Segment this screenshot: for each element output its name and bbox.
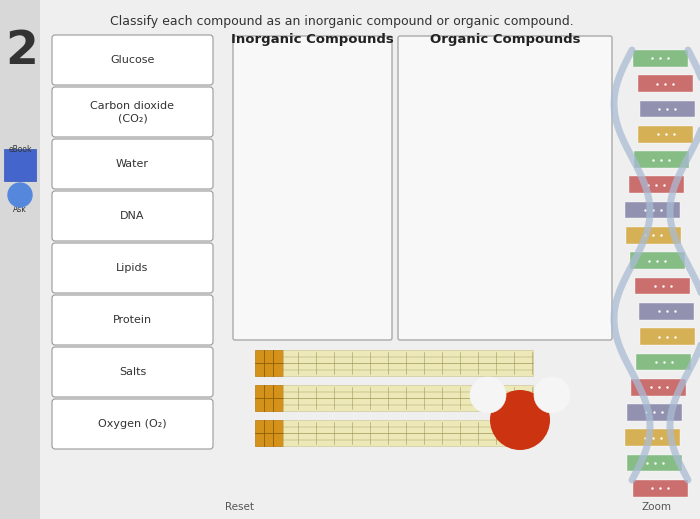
Text: Classify each compound as an inorganic compound or organic compound.: Classify each compound as an inorganic c… — [110, 15, 574, 28]
FancyBboxPatch shape — [40, 0, 700, 519]
FancyBboxPatch shape — [640, 101, 695, 117]
Text: Protein: Protein — [113, 315, 152, 325]
FancyBboxPatch shape — [52, 87, 213, 137]
FancyBboxPatch shape — [52, 399, 213, 449]
Circle shape — [470, 377, 506, 413]
Text: Zoom: Zoom — [642, 502, 672, 512]
FancyBboxPatch shape — [638, 75, 692, 92]
Text: Ask: Ask — [13, 206, 27, 214]
Text: Inorganic Compounds: Inorganic Compounds — [231, 33, 394, 46]
FancyBboxPatch shape — [636, 353, 692, 370]
FancyBboxPatch shape — [398, 36, 612, 340]
FancyBboxPatch shape — [629, 176, 684, 193]
Text: Organic Compounds: Organic Compounds — [430, 33, 580, 46]
FancyBboxPatch shape — [638, 126, 694, 143]
Text: Water: Water — [116, 159, 149, 169]
FancyBboxPatch shape — [52, 35, 213, 85]
Circle shape — [8, 183, 32, 207]
FancyBboxPatch shape — [639, 303, 694, 320]
FancyBboxPatch shape — [630, 252, 685, 269]
FancyBboxPatch shape — [233, 36, 392, 340]
Circle shape — [534, 377, 570, 413]
FancyBboxPatch shape — [626, 227, 681, 244]
FancyBboxPatch shape — [52, 191, 213, 241]
FancyBboxPatch shape — [255, 420, 283, 446]
Text: DNA: DNA — [120, 211, 145, 221]
FancyBboxPatch shape — [625, 202, 680, 218]
FancyBboxPatch shape — [52, 243, 213, 293]
Text: Oxygen (O₂): Oxygen (O₂) — [98, 419, 167, 429]
FancyBboxPatch shape — [0, 0, 40, 519]
FancyBboxPatch shape — [634, 151, 689, 168]
Text: eBook: eBook — [8, 145, 32, 155]
Text: Glucose: Glucose — [111, 55, 155, 65]
FancyBboxPatch shape — [626, 404, 682, 421]
Text: 2: 2 — [6, 30, 38, 75]
FancyBboxPatch shape — [255, 385, 283, 411]
FancyBboxPatch shape — [4, 149, 36, 181]
FancyBboxPatch shape — [627, 455, 682, 471]
Text: Lipids: Lipids — [116, 263, 148, 273]
Text: Carbon dioxide
(CO₂): Carbon dioxide (CO₂) — [90, 101, 174, 123]
Text: Salts: Salts — [119, 367, 146, 377]
FancyBboxPatch shape — [283, 420, 533, 446]
FancyBboxPatch shape — [633, 50, 687, 67]
FancyBboxPatch shape — [625, 429, 680, 446]
FancyBboxPatch shape — [52, 347, 213, 397]
FancyBboxPatch shape — [283, 350, 533, 376]
FancyBboxPatch shape — [52, 295, 213, 345]
FancyBboxPatch shape — [52, 139, 213, 189]
Circle shape — [490, 390, 550, 450]
FancyBboxPatch shape — [283, 385, 533, 411]
FancyBboxPatch shape — [635, 278, 690, 294]
FancyBboxPatch shape — [633, 480, 687, 497]
FancyBboxPatch shape — [255, 350, 283, 376]
FancyBboxPatch shape — [640, 328, 694, 345]
Text: Reset: Reset — [225, 502, 255, 512]
FancyBboxPatch shape — [631, 379, 686, 395]
